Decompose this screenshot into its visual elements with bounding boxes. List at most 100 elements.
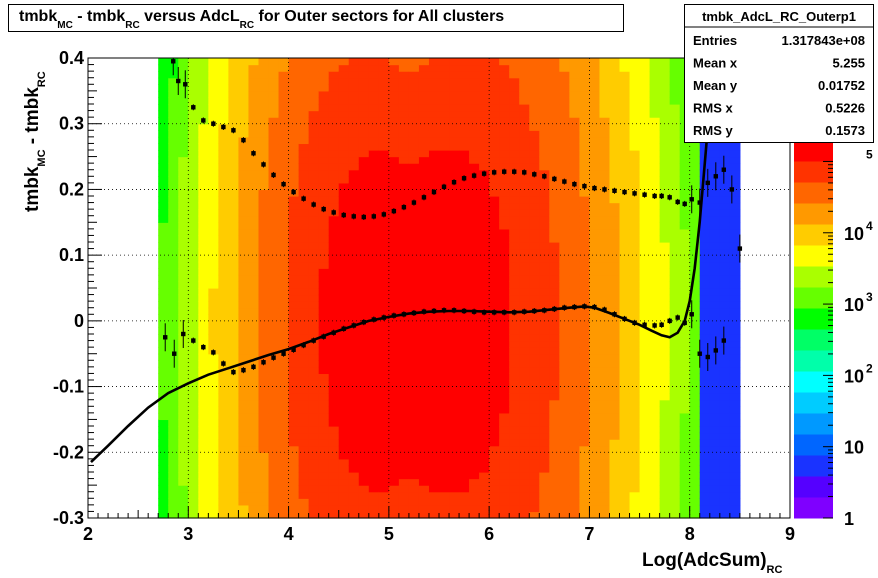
- heatmap-cell: [248, 281, 260, 289]
- heatmap-cell: [649, 274, 661, 283]
- heatmap-cell: [358, 136, 370, 145]
- heatmap-cell: [218, 150, 229, 158]
- heatmap-cell: [539, 465, 550, 473]
- heatmap-cell: [158, 432, 169, 440]
- heatmap-cell: [669, 301, 681, 309]
- heatmap-cell: [659, 215, 671, 223]
- heatmap-cell: [709, 228, 721, 237]
- heatmap-cell: [328, 261, 340, 269]
- heatmap-cell: [288, 498, 300, 506]
- heatmap-cell: [619, 458, 631, 467]
- heatmap-cell: [679, 432, 691, 440]
- heatmap-cell: [469, 97, 480, 105]
- heatmap-cell: [378, 281, 390, 289]
- profile-point: [271, 355, 276, 360]
- heatmap-cell: [428, 110, 440, 118]
- heatmap-cell: [439, 209, 450, 217]
- heatmap-cell: [398, 222, 410, 230]
- heatmap-cell: [388, 281, 400, 289]
- heatmap-cell: [469, 406, 480, 414]
- heatmap-cell: [188, 163, 199, 171]
- heatmap-cell: [218, 288, 229, 296]
- heatmap-cell: [158, 445, 169, 453]
- heatmap-cell: [699, 196, 711, 204]
- heatmap-cell: [398, 353, 410, 361]
- heatmap-cell: [168, 150, 179, 158]
- heatmap-cell: [418, 169, 430, 177]
- heatmap-cell: [559, 104, 570, 112]
- heatmap-cell: [418, 110, 430, 118]
- heatmap-cell: [649, 380, 661, 388]
- heatmap-cell: [469, 189, 480, 197]
- heatmap-cell: [388, 419, 400, 427]
- heatmap-cell: [479, 320, 490, 329]
- heatmap-cell: [509, 399, 520, 407]
- heatmap-cell: [408, 64, 420, 72]
- heatmap-cell: [689, 228, 701, 237]
- heatmap-cell: [348, 360, 360, 368]
- heatmap-cell: [589, 366, 601, 375]
- heatmap-cell: [639, 242, 651, 250]
- heatmap-cell: [428, 491, 440, 499]
- heatmap-cell: [308, 150, 320, 158]
- heatmap-cell: [479, 104, 490, 112]
- heatmap-cell: [358, 452, 370, 460]
- heatmap-cell: [408, 452, 420, 460]
- heatmap-cell: [298, 182, 310, 191]
- heatmap-cell: [709, 202, 721, 210]
- heatmap-cell: [208, 110, 219, 118]
- heatmap-cell: [268, 228, 280, 237]
- heatmap-cell: [559, 268, 570, 276]
- heatmap-cell: [449, 64, 460, 72]
- heatmap-cell: [479, 242, 490, 250]
- heatmap-cell: [619, 242, 631, 250]
- heatmap-cell: [158, 176, 169, 184]
- heatmap-cell: [288, 117, 300, 125]
- heatmap-cell: [619, 196, 631, 204]
- heatmap-cell: [308, 261, 320, 269]
- heatmap-cell: [499, 281, 510, 289]
- heatmap-cell: [679, 366, 691, 375]
- heatmap-cell: [699, 261, 711, 269]
- heatmap-cell: [599, 380, 611, 388]
- heatmap-cell: [699, 511, 711, 519]
- heatmap-cell: [208, 327, 219, 335]
- heatmap-cell: [318, 504, 330, 513]
- heatmap-cell: [609, 485, 621, 493]
- heatmap-cell: [459, 301, 470, 309]
- heatmap-cell: [449, 458, 460, 467]
- heatmap-cell: [449, 150, 460, 158]
- heatmap-cell: [208, 498, 219, 506]
- heatmap-cell: [318, 406, 330, 414]
- heatmap-cell: [729, 406, 741, 414]
- heatmap-cell: [308, 228, 320, 237]
- heatmap-cell: [519, 498, 530, 506]
- heatmap-cell: [418, 491, 430, 499]
- heatmap-cell: [328, 399, 340, 407]
- heatmap-cell: [378, 294, 390, 302]
- heatmap-cell: [549, 301, 560, 309]
- heatmap-cell: [318, 222, 330, 230]
- heatmap-cell: [639, 97, 651, 105]
- heatmap-cell: [729, 452, 741, 460]
- heatmap-cell: [449, 123, 460, 131]
- heatmap-cell: [298, 491, 310, 499]
- heatmap-cell: [258, 110, 270, 118]
- profile-point: [176, 78, 181, 84]
- heatmap-cell: [318, 419, 330, 427]
- heatmap-cell: [449, 242, 460, 250]
- heatmap-cell: [248, 58, 260, 66]
- heatmap-cell: [499, 406, 510, 414]
- heatmap-cell: [589, 288, 601, 296]
- heatmap-cell: [298, 123, 310, 131]
- heatmap-cell: [198, 485, 209, 493]
- heatmap-cell: [619, 150, 631, 158]
- heatmap-cell: [649, 393, 661, 401]
- heatmap-cell: [679, 445, 691, 453]
- heatmap-cell: [639, 445, 651, 453]
- heatmap-cell: [469, 209, 480, 217]
- heatmap-cell: [188, 288, 199, 296]
- heatmap-cell: [449, 478, 460, 486]
- heatmap-cell: [599, 419, 611, 427]
- heatmap-cell: [338, 307, 350, 315]
